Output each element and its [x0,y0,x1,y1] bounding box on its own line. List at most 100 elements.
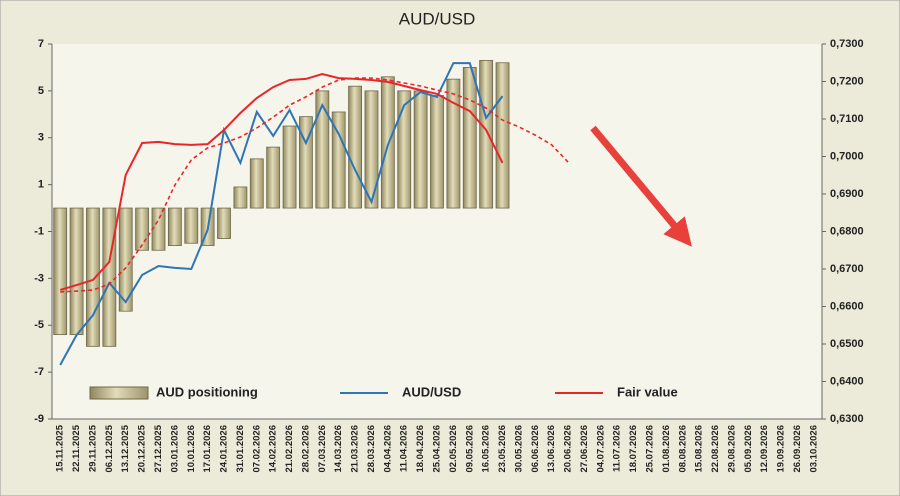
bar [397,90,412,209]
x-tick-label: 28.02.2026 [300,425,311,473]
x-tick-label: 19.09.2026 [776,425,787,473]
x-tick-label: 27.12.2025 [153,424,164,472]
y-tick-label: -5 [34,319,44,331]
bar [217,207,231,239]
bar [86,207,100,347]
bar [331,111,346,209]
bar [135,207,150,251]
legend-swatch [89,386,149,400]
x-tick-label: 30.05.2026 [513,425,524,473]
bar [495,62,510,209]
x-tick-label: 25.04.2026 [432,425,443,473]
legend-label: AUD/USD [402,384,461,399]
y2-tick-label: 0,7000 [830,150,864,162]
y2-tick-label: 0,7300 [830,38,864,50]
x-tick-label: 22.11.2025 [71,424,82,472]
y-tick-label: -9 [34,413,44,425]
x-tick-label: 06.06.2026 [530,425,541,473]
y2-tick-label: 0,6800 [830,225,864,237]
x-tick-label: 04.07.2026 [595,425,606,473]
x-tick-label: 09.05.2026 [464,425,475,473]
y2-tick-label: 0,6400 [830,375,864,387]
bar [151,207,166,251]
y2-tick-label: 0,6900 [830,188,864,200]
bar [282,125,297,209]
x-tick-label: 13.12.2025 [120,424,131,472]
y2-tick-label: 0,6600 [830,300,864,312]
y-tick-label: -1 [34,225,44,237]
legend-label: AUD positioning [156,384,258,399]
x-tick-label: 20.06.2026 [563,425,574,473]
x-tick-label: 25.07.2026 [644,425,655,473]
x-tick-label: 21.03.2026 [350,425,361,473]
bar [462,67,477,209]
bar [69,207,84,336]
x-tick-label: 05.09.2026 [743,425,754,473]
x-tick-label: 01.08.2026 [661,425,672,473]
x-tick-label: 18.07.2026 [628,425,639,473]
bar [266,146,281,209]
x-tick-label: 29.08.2026 [726,425,737,473]
bar [479,60,494,209]
x-tick-label: 16.05.2026 [481,425,492,473]
x-tick-label: 13.06.2026 [546,425,557,473]
x-tick-label: 03.01.2026 [169,425,180,473]
bar [184,207,199,244]
bar [102,207,117,347]
x-tick-label: 28.03.2026 [366,425,377,473]
x-tick-label: 17.01.2026 [202,425,213,473]
x-tick-label: 12.09.2026 [759,425,770,473]
y2-tick-label: 0,7200 [830,75,864,87]
bar [299,116,313,209]
x-tick-label: 21.02.2026 [284,425,295,473]
bar [167,207,182,246]
x-tick-label: 27.06.2026 [579,425,590,473]
bar [118,207,133,312]
y-tick-label: 5 [38,85,44,97]
x-tick-label: 26.09.2026 [792,425,803,473]
x-tick-label: 20.12.2025 [137,424,148,472]
x-tick-label: 31.01.2026 [235,425,246,473]
x-tick-label: 08.08.2026 [677,425,688,473]
x-tick-label: 14.02.2026 [268,425,279,473]
y-tick-label: 1 [38,179,44,191]
y2-tick-label: 0,7100 [830,113,864,125]
arrow [590,125,692,247]
bar [413,90,428,209]
legend-label: Fair value [617,384,678,399]
x-tick-label: 06.12.2025 [104,424,115,472]
x-tick-label: 11.07.2026 [612,425,623,472]
x-tick-label: 10.01.2026 [186,425,197,473]
x-tick-label: 07.02.2026 [251,425,262,473]
x-tick-label: 04.04.2026 [382,425,393,473]
x-tick-label: 22.08.2026 [710,425,721,473]
bar [233,186,248,209]
x-tick-label: 18.04.2026 [415,425,426,473]
y2-tick-label: 0,6300 [830,413,864,425]
line-series [59,72,504,291]
y-tick-label: -7 [34,366,44,378]
x-tick-label: 23.05.2026 [497,425,508,473]
chart-title: AUD/USD [399,9,476,28]
bar [430,95,444,209]
x-tick-label: 02.05.2026 [448,425,459,473]
bar [446,78,461,209]
bar [315,90,330,209]
x-tick-label: 14.03.2026 [333,425,344,473]
x-tick-label: 11.04.2026 [399,425,410,472]
x-tick-label: 24.01.2026 [219,425,230,473]
y-tick-label: -3 [34,272,44,284]
x-tick-label: 07.03.2026 [317,425,328,473]
bar [364,90,379,209]
y2-tick-label: 0,6500 [830,338,864,350]
y2-tick-label: 0,6700 [830,263,864,275]
bar [53,207,68,336]
x-tick-label: 29.11.2025 [87,424,98,472]
line-series [60,77,569,293]
x-tick-label: 15.08.2026 [694,425,705,473]
line-series [59,62,504,366]
bar [249,158,264,209]
y-tick-label: 3 [38,132,44,144]
x-tick-label: 03.10.2026 [808,425,819,473]
